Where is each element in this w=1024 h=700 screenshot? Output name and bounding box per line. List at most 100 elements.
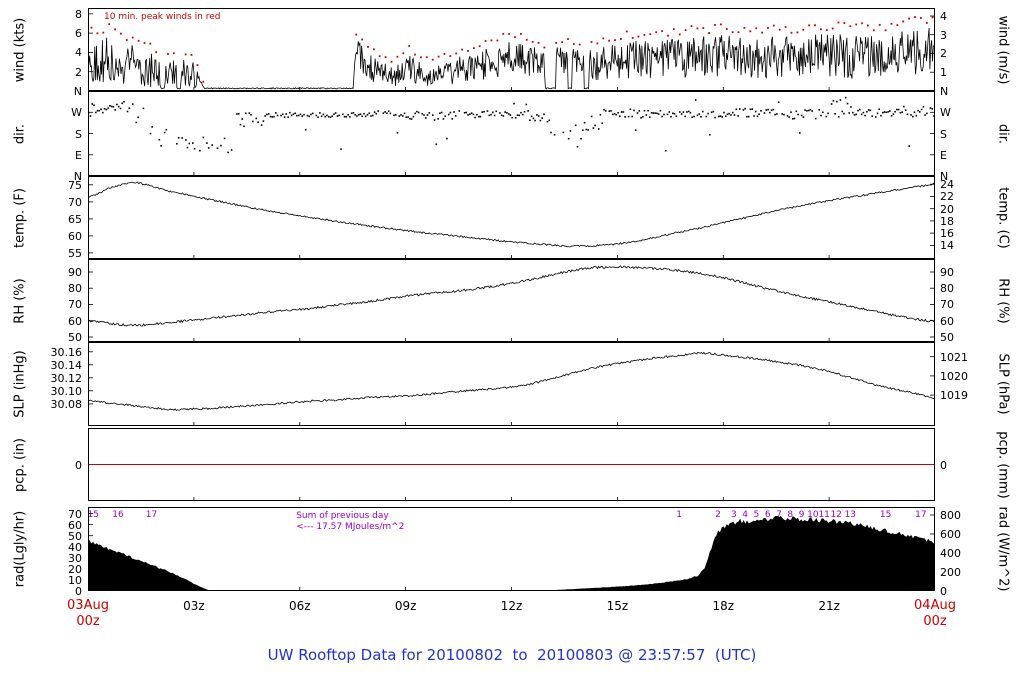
direction-dot xyxy=(275,112,277,114)
direction-dot xyxy=(285,113,288,115)
ytick-label-left-rad: 70 xyxy=(68,507,82,521)
direction-dot xyxy=(396,132,399,134)
axis-label-right-rad: rad (W/m^2) xyxy=(995,506,1011,592)
x-start-date-label: 03Aug xyxy=(67,598,109,613)
ytick-label-left-wind: 6 xyxy=(75,27,82,41)
direction-dot xyxy=(262,120,265,122)
direction-dot xyxy=(424,117,427,119)
direction-dot xyxy=(638,110,641,112)
peak-wind-dot xyxy=(155,51,158,54)
direction-dot xyxy=(601,122,603,124)
direction-dot xyxy=(356,115,358,117)
ytick-label-right-rad: 400 xyxy=(940,547,961,560)
ytick-label-left-dir: N xyxy=(73,85,82,98)
direction-dot xyxy=(661,115,663,118)
direction-dot xyxy=(504,111,506,113)
peak-wind-dot xyxy=(114,28,116,31)
direction-dot xyxy=(297,114,300,117)
direction-dot xyxy=(776,113,778,115)
direction-dot xyxy=(631,115,633,118)
direction-dot xyxy=(714,116,716,119)
direction-dot xyxy=(843,112,845,115)
direction-dot xyxy=(492,111,494,114)
direction-dot xyxy=(327,115,330,118)
direction-dot xyxy=(852,111,854,114)
peak-wind-dot xyxy=(96,32,99,35)
direction-dot xyxy=(732,111,734,114)
peak-wind-dot xyxy=(608,39,610,42)
ytick-label-left-wind: 2 xyxy=(75,65,82,79)
direction-dot xyxy=(548,119,551,122)
direction-dot xyxy=(627,115,630,118)
xtick-label-18z: 18z xyxy=(712,599,735,613)
rad-mjoule-marker: 12 xyxy=(830,510,842,520)
direction-dot xyxy=(707,112,709,115)
direction-dot xyxy=(721,116,723,118)
direction-dot xyxy=(562,131,565,134)
axis-label-right-temp: temp. (C) xyxy=(995,186,1011,249)
direction-dot xyxy=(529,119,531,121)
direction-dot xyxy=(236,113,238,115)
direction-dot xyxy=(680,113,683,115)
direction-dot xyxy=(730,114,732,116)
ytick-label-right-dir: E xyxy=(940,148,947,162)
direction-dot xyxy=(634,129,637,131)
peak-wind-dot xyxy=(414,53,416,56)
direction-dot xyxy=(689,111,692,114)
ytick-label-left-rad: 10 xyxy=(68,573,82,587)
panel-border xyxy=(88,342,935,426)
peak-wind-dot xyxy=(461,48,463,51)
direction-dot xyxy=(347,114,349,116)
direction-dot xyxy=(499,112,501,114)
direction-dot xyxy=(825,115,828,118)
direction-dot xyxy=(728,112,730,115)
direction-dot xyxy=(299,113,302,116)
direction-dot xyxy=(832,100,835,102)
peak-wind-dot xyxy=(914,16,916,18)
peak-wind-dot xyxy=(378,55,381,58)
rad-mjoule-marker: 15 xyxy=(879,510,892,520)
direction-dot xyxy=(583,121,586,124)
direction-dot xyxy=(906,113,909,116)
ytick-label-right-slp: 1021 xyxy=(940,350,968,364)
direction-dot xyxy=(137,116,139,119)
peak-wind-dot xyxy=(184,53,187,56)
direction-dot xyxy=(806,110,808,112)
direction-dot xyxy=(744,107,746,110)
ytick-label-left-temp: 70 xyxy=(68,195,82,209)
direction-dot xyxy=(811,110,813,112)
direction-dot xyxy=(377,110,379,112)
direction-dot xyxy=(659,109,662,112)
peak-wind-dot xyxy=(455,52,458,55)
peak-wind-dot xyxy=(843,22,846,24)
peak-wind-dot xyxy=(131,36,134,39)
rh-trace xyxy=(88,265,935,327)
peak-wind-dot xyxy=(925,22,928,24)
direction-dot xyxy=(283,116,286,118)
direction-dot xyxy=(387,110,390,112)
xtick-label-03z: 03z xyxy=(183,599,205,613)
direction-dot xyxy=(334,112,337,114)
peak-wind-dot xyxy=(731,31,734,34)
direction-dot xyxy=(91,103,93,105)
direction-dot xyxy=(807,109,810,112)
direction-dot xyxy=(477,115,480,118)
direction-dot xyxy=(398,115,401,117)
panel-rad xyxy=(88,507,935,591)
direction-dot xyxy=(887,111,889,113)
direction-dot xyxy=(509,114,512,116)
direction-dot xyxy=(929,107,932,109)
direction-dot xyxy=(580,137,582,140)
direction-dot xyxy=(604,110,607,112)
direction-dot xyxy=(230,149,233,151)
direction-dot xyxy=(454,115,457,117)
direction-dot xyxy=(550,131,552,134)
direction-dot xyxy=(433,119,436,121)
peak-wind-dot xyxy=(755,27,758,30)
direction-dot xyxy=(534,119,536,122)
direction-dot xyxy=(733,114,736,116)
ytick-label-left-rad: 30 xyxy=(68,551,82,565)
direction-dot xyxy=(622,111,625,113)
direction-dot xyxy=(100,108,102,111)
panel-temp xyxy=(88,176,935,259)
